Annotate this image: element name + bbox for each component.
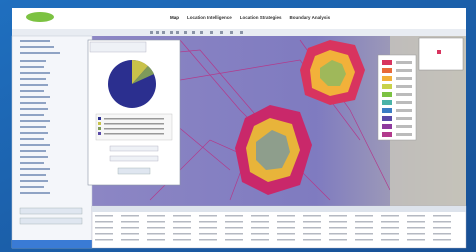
- table-cell: [147, 233, 165, 235]
- table-cell: [407, 239, 425, 241]
- table-cell: [329, 239, 347, 241]
- table-cell: [199, 215, 217, 217]
- table-cell: [381, 233, 399, 235]
- table-cell: [121, 221, 139, 223]
- table-cell: [303, 215, 321, 217]
- table-cell: [329, 215, 347, 217]
- table-cell: [147, 215, 165, 217]
- table-cell: [121, 227, 139, 229]
- popup-field[interactable]: [110, 146, 158, 151]
- table-cell: [277, 215, 295, 217]
- table-cell: [329, 221, 347, 223]
- table-cell: [355, 233, 373, 235]
- table-cell: [199, 221, 217, 223]
- screenshot: Map Location Intelligence Location Strateg…: [0, 0, 476, 252]
- table-cell: [251, 233, 269, 235]
- table-cell: [251, 215, 269, 217]
- table-cell: [95, 233, 113, 235]
- nav-item[interactable]: Location Strategies: [240, 15, 282, 20]
- nav-item[interactable]: Boundary Analysis: [290, 15, 331, 20]
- button[interactable]: [20, 218, 82, 224]
- table-cell: [329, 233, 347, 235]
- table-cell: [381, 239, 399, 241]
- nav-item[interactable]: Location Intelligence: [187, 15, 232, 20]
- table-cell: [433, 239, 451, 241]
- overview-marker: [437, 50, 441, 54]
- table-cell: [225, 215, 243, 217]
- table-cell: [381, 221, 399, 223]
- table-cell: [95, 239, 113, 241]
- table-cell: [225, 221, 243, 223]
- table-cell: [121, 233, 139, 235]
- logo: [26, 12, 54, 22]
- table-cell: [303, 227, 321, 229]
- table-cell: [329, 227, 347, 229]
- table-cell: [147, 227, 165, 229]
- table-cell: [199, 233, 217, 235]
- hot-spot: [300, 40, 365, 105]
- table-cell: [277, 221, 295, 223]
- table-cell: [407, 227, 425, 229]
- table-cell: [355, 221, 373, 223]
- table-cell: [173, 227, 191, 229]
- toolbar: [12, 29, 466, 36]
- table-cell: [199, 239, 217, 241]
- table-cell: [95, 215, 113, 217]
- table-cell: [121, 239, 139, 241]
- table-cell: [381, 227, 399, 229]
- table-cell: [381, 215, 399, 217]
- table-cell: [303, 239, 321, 241]
- table-cell: [433, 227, 451, 229]
- table-cell: [303, 233, 321, 235]
- table-cell: [355, 239, 373, 241]
- table-cell: [225, 239, 243, 241]
- table-cell: [277, 239, 295, 241]
- status-tab: [12, 240, 92, 248]
- table-cell: [173, 239, 191, 241]
- table-cell: [121, 215, 139, 217]
- table-cell: [407, 233, 425, 235]
- table-cell: [251, 239, 269, 241]
- table-cell: [277, 227, 295, 229]
- table-cell: [355, 227, 373, 229]
- popup-button[interactable]: [118, 168, 150, 174]
- button[interactable]: [20, 208, 82, 214]
- table-cell: [147, 221, 165, 223]
- popup-dropdown[interactable]: [90, 42, 146, 52]
- table-cell: [147, 239, 165, 241]
- table-cell: [433, 233, 451, 235]
- table-header: [92, 206, 466, 212]
- table-cell: [433, 221, 451, 223]
- table-cell: [199, 227, 217, 229]
- table-cell: [173, 215, 191, 217]
- popup-field[interactable]: [110, 156, 158, 161]
- table-cell: [251, 221, 269, 223]
- table-cell: [225, 233, 243, 235]
- hot-spot: [235, 105, 312, 195]
- table-cell: [173, 221, 191, 223]
- table-cell: [303, 221, 321, 223]
- table-cell: [407, 221, 425, 223]
- table-cell: [433, 215, 451, 217]
- pie-table: [96, 114, 172, 140]
- table-cell: [225, 227, 243, 229]
- table-cell: [277, 233, 295, 235]
- table-cell: [95, 227, 113, 229]
- nav-item[interactable]: Map: [170, 15, 179, 20]
- table-cell: [95, 221, 113, 223]
- nav-bar: Map Location Intelligence Location Strateg…: [170, 15, 331, 20]
- table-cell: [407, 215, 425, 217]
- table-cell: [251, 227, 269, 229]
- page: {"header": {"nav": ["Map", "Location Int…: [0, 0, 476, 252]
- table-cell: [173, 233, 191, 235]
- table-cell: [355, 215, 373, 217]
